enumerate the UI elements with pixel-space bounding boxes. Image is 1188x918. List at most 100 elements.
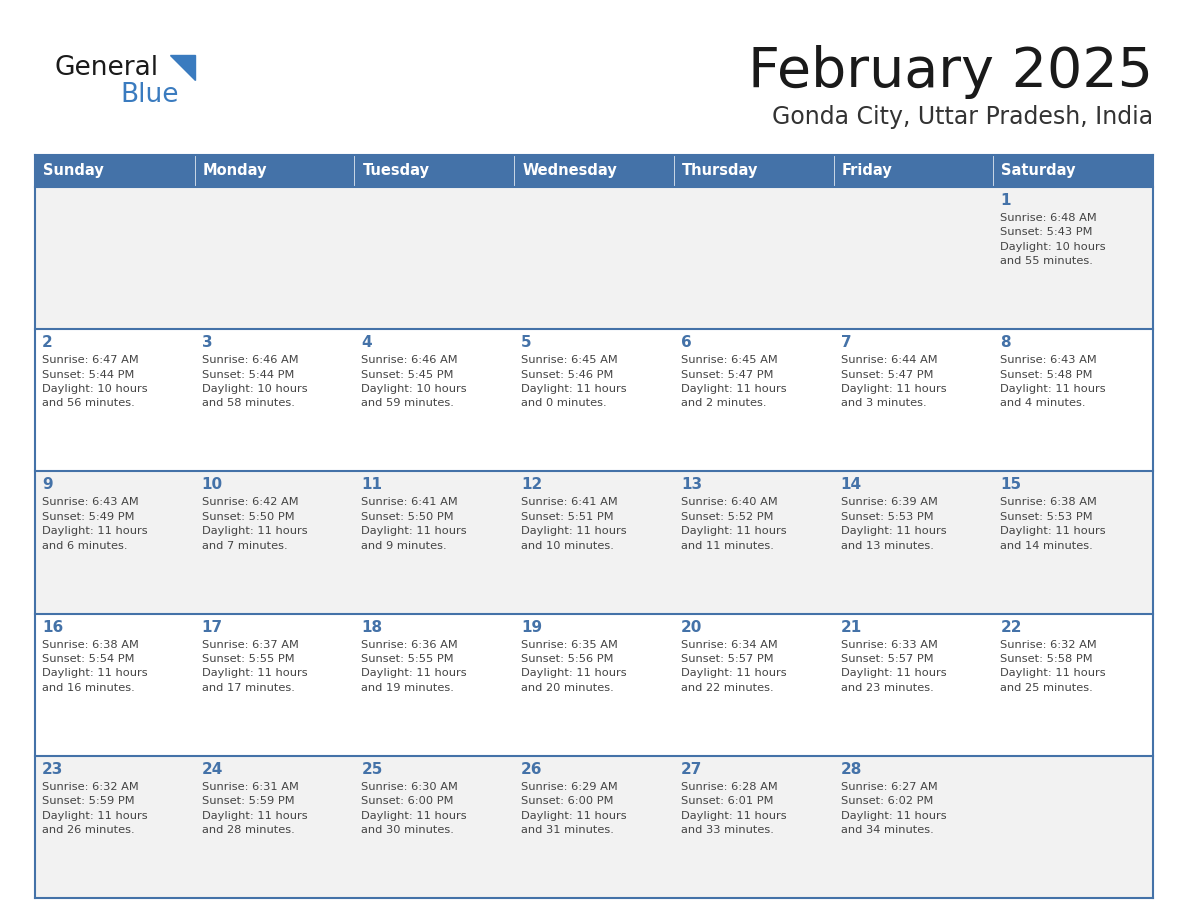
Bar — [834, 756, 993, 898]
Bar — [354, 613, 514, 756]
Bar — [195, 613, 354, 756]
Text: 10: 10 — [202, 477, 223, 492]
Bar — [993, 613, 1154, 756]
Bar — [514, 613, 674, 756]
Bar — [834, 613, 993, 756]
Text: Friday: Friday — [841, 163, 892, 178]
Bar — [674, 613, 834, 756]
Text: 3: 3 — [202, 335, 213, 350]
Text: Sunrise: 6:43 AM
Sunset: 5:48 PM
Daylight: 11 hours
and 4 minutes.: Sunrise: 6:43 AM Sunset: 5:48 PM Dayligh… — [1000, 355, 1106, 409]
Bar — [993, 187, 1154, 330]
Text: Blue: Blue — [120, 82, 178, 108]
Text: Sunrise: 6:28 AM
Sunset: 6:01 PM
Daylight: 11 hours
and 33 minutes.: Sunrise: 6:28 AM Sunset: 6:01 PM Dayligh… — [681, 782, 786, 835]
Text: Wednesday: Wednesday — [523, 163, 617, 178]
Text: 21: 21 — [841, 620, 861, 634]
Bar — [354, 155, 514, 187]
Text: Sunrise: 6:39 AM
Sunset: 5:53 PM
Daylight: 11 hours
and 13 minutes.: Sunrise: 6:39 AM Sunset: 5:53 PM Dayligh… — [841, 498, 946, 551]
Text: Sunrise: 6:32 AM
Sunset: 5:59 PM
Daylight: 11 hours
and 26 minutes.: Sunrise: 6:32 AM Sunset: 5:59 PM Dayligh… — [42, 782, 147, 835]
Bar — [34, 187, 195, 330]
Bar — [34, 613, 195, 756]
Bar — [514, 756, 674, 898]
Bar — [674, 155, 834, 187]
Text: General: General — [55, 55, 159, 81]
Text: 28: 28 — [841, 762, 862, 777]
Bar — [674, 756, 834, 898]
Text: Sunrise: 6:31 AM
Sunset: 5:59 PM
Daylight: 11 hours
and 28 minutes.: Sunrise: 6:31 AM Sunset: 5:59 PM Dayligh… — [202, 782, 308, 835]
Text: Sunrise: 6:30 AM
Sunset: 6:00 PM
Daylight: 11 hours
and 30 minutes.: Sunrise: 6:30 AM Sunset: 6:00 PM Dayligh… — [361, 782, 467, 835]
Bar — [34, 756, 195, 898]
Text: Sunrise: 6:27 AM
Sunset: 6:02 PM
Daylight: 11 hours
and 34 minutes.: Sunrise: 6:27 AM Sunset: 6:02 PM Dayligh… — [841, 782, 946, 835]
Text: 9: 9 — [42, 477, 52, 492]
Text: Sunrise: 6:32 AM
Sunset: 5:58 PM
Daylight: 11 hours
and 25 minutes.: Sunrise: 6:32 AM Sunset: 5:58 PM Dayligh… — [1000, 640, 1106, 693]
Text: Sunrise: 6:34 AM
Sunset: 5:57 PM
Daylight: 11 hours
and 22 minutes.: Sunrise: 6:34 AM Sunset: 5:57 PM Dayligh… — [681, 640, 786, 693]
Bar — [195, 330, 354, 472]
Text: Monday: Monday — [203, 163, 267, 178]
Text: Sunday: Sunday — [43, 163, 103, 178]
Text: 14: 14 — [841, 477, 861, 492]
Bar — [834, 472, 993, 613]
Bar — [354, 756, 514, 898]
Text: Sunrise: 6:37 AM
Sunset: 5:55 PM
Daylight: 11 hours
and 17 minutes.: Sunrise: 6:37 AM Sunset: 5:55 PM Dayligh… — [202, 640, 308, 693]
Text: 7: 7 — [841, 335, 851, 350]
Text: Sunrise: 6:40 AM
Sunset: 5:52 PM
Daylight: 11 hours
and 11 minutes.: Sunrise: 6:40 AM Sunset: 5:52 PM Dayligh… — [681, 498, 786, 551]
Text: Sunrise: 6:36 AM
Sunset: 5:55 PM
Daylight: 11 hours
and 19 minutes.: Sunrise: 6:36 AM Sunset: 5:55 PM Dayligh… — [361, 640, 467, 693]
Text: Sunrise: 6:47 AM
Sunset: 5:44 PM
Daylight: 10 hours
and 56 minutes.: Sunrise: 6:47 AM Sunset: 5:44 PM Dayligh… — [42, 355, 147, 409]
Text: February 2025: February 2025 — [748, 45, 1154, 99]
Bar — [34, 330, 195, 472]
Text: Sunrise: 6:42 AM
Sunset: 5:50 PM
Daylight: 11 hours
and 7 minutes.: Sunrise: 6:42 AM Sunset: 5:50 PM Dayligh… — [202, 498, 308, 551]
Text: 1: 1 — [1000, 193, 1011, 208]
Bar — [993, 330, 1154, 472]
Text: Sunrise: 6:33 AM
Sunset: 5:57 PM
Daylight: 11 hours
and 23 minutes.: Sunrise: 6:33 AM Sunset: 5:57 PM Dayligh… — [841, 640, 946, 693]
Text: 16: 16 — [42, 620, 63, 634]
Text: 5: 5 — [522, 335, 532, 350]
Text: 2: 2 — [42, 335, 52, 350]
Bar — [834, 330, 993, 472]
Text: 17: 17 — [202, 620, 223, 634]
Text: 12: 12 — [522, 477, 543, 492]
Bar — [674, 187, 834, 330]
Bar — [674, 472, 834, 613]
Text: 15: 15 — [1000, 477, 1022, 492]
Text: 26: 26 — [522, 762, 543, 777]
Bar — [993, 155, 1154, 187]
Bar — [514, 330, 674, 472]
Bar — [34, 472, 195, 613]
Text: 18: 18 — [361, 620, 383, 634]
Bar — [834, 155, 993, 187]
Bar — [195, 187, 354, 330]
Bar — [354, 330, 514, 472]
Text: 8: 8 — [1000, 335, 1011, 350]
Bar — [514, 155, 674, 187]
Text: 11: 11 — [361, 477, 383, 492]
Bar — [195, 155, 354, 187]
Text: Sunrise: 6:43 AM
Sunset: 5:49 PM
Daylight: 11 hours
and 6 minutes.: Sunrise: 6:43 AM Sunset: 5:49 PM Dayligh… — [42, 498, 147, 551]
Text: Sunrise: 6:41 AM
Sunset: 5:50 PM
Daylight: 11 hours
and 9 minutes.: Sunrise: 6:41 AM Sunset: 5:50 PM Dayligh… — [361, 498, 467, 551]
Bar — [834, 187, 993, 330]
Text: 27: 27 — [681, 762, 702, 777]
Text: 20: 20 — [681, 620, 702, 634]
Bar — [34, 155, 195, 187]
Text: Sunrise: 6:41 AM
Sunset: 5:51 PM
Daylight: 11 hours
and 10 minutes.: Sunrise: 6:41 AM Sunset: 5:51 PM Dayligh… — [522, 498, 627, 551]
Text: Sunrise: 6:48 AM
Sunset: 5:43 PM
Daylight: 10 hours
and 55 minutes.: Sunrise: 6:48 AM Sunset: 5:43 PM Dayligh… — [1000, 213, 1106, 266]
Bar — [195, 472, 354, 613]
Text: 4: 4 — [361, 335, 372, 350]
Text: Sunrise: 6:29 AM
Sunset: 6:00 PM
Daylight: 11 hours
and 31 minutes.: Sunrise: 6:29 AM Sunset: 6:00 PM Dayligh… — [522, 782, 627, 835]
Text: Sunrise: 6:44 AM
Sunset: 5:47 PM
Daylight: 11 hours
and 3 minutes.: Sunrise: 6:44 AM Sunset: 5:47 PM Dayligh… — [841, 355, 946, 409]
Text: 24: 24 — [202, 762, 223, 777]
Bar — [195, 756, 354, 898]
Bar — [354, 472, 514, 613]
Bar — [674, 330, 834, 472]
Polygon shape — [170, 55, 195, 80]
Text: Saturday: Saturday — [1001, 163, 1076, 178]
Text: Sunrise: 6:45 AM
Sunset: 5:46 PM
Daylight: 11 hours
and 0 minutes.: Sunrise: 6:45 AM Sunset: 5:46 PM Dayligh… — [522, 355, 627, 409]
Bar — [993, 472, 1154, 613]
Text: Sunrise: 6:38 AM
Sunset: 5:54 PM
Daylight: 11 hours
and 16 minutes.: Sunrise: 6:38 AM Sunset: 5:54 PM Dayligh… — [42, 640, 147, 693]
Text: Sunrise: 6:45 AM
Sunset: 5:47 PM
Daylight: 11 hours
and 2 minutes.: Sunrise: 6:45 AM Sunset: 5:47 PM Dayligh… — [681, 355, 786, 409]
Text: 25: 25 — [361, 762, 383, 777]
Text: 6: 6 — [681, 335, 691, 350]
Bar — [993, 756, 1154, 898]
Text: Sunrise: 6:46 AM
Sunset: 5:44 PM
Daylight: 10 hours
and 58 minutes.: Sunrise: 6:46 AM Sunset: 5:44 PM Dayligh… — [202, 355, 308, 409]
Text: Tuesday: Tuesday — [362, 163, 429, 178]
Text: Sunrise: 6:46 AM
Sunset: 5:45 PM
Daylight: 10 hours
and 59 minutes.: Sunrise: 6:46 AM Sunset: 5:45 PM Dayligh… — [361, 355, 467, 409]
Text: 13: 13 — [681, 477, 702, 492]
